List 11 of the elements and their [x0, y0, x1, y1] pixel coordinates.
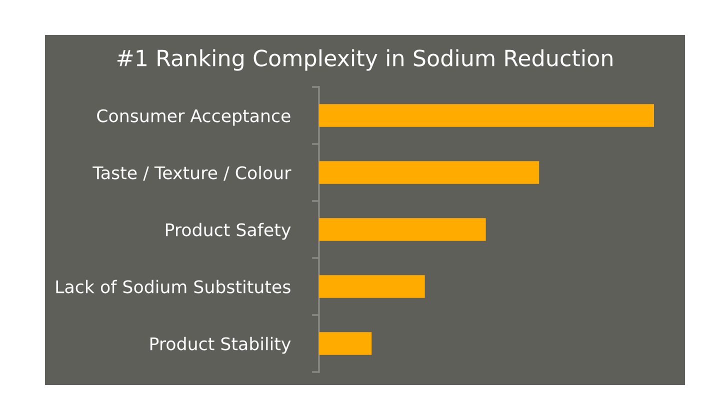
bar: [319, 161, 540, 184]
y-tick-label: Product Stability: [150, 336, 291, 354]
y-tick-label: Taste / Texture / Colour: [92, 166, 292, 181]
bar: [319, 275, 425, 298]
y-tick-label: Lack of Sodium Substitutes: [56, 280, 290, 294]
y-tick-label: Consumer Acceptance: [97, 109, 290, 126]
chart-title: #1 Ranking Complexity in Sodium Reduction: [117, 49, 612, 71]
bar: [319, 332, 372, 355]
bar: [319, 218, 486, 241]
y-tick-label: Product Safety: [166, 222, 291, 240]
bar: [319, 104, 654, 127]
